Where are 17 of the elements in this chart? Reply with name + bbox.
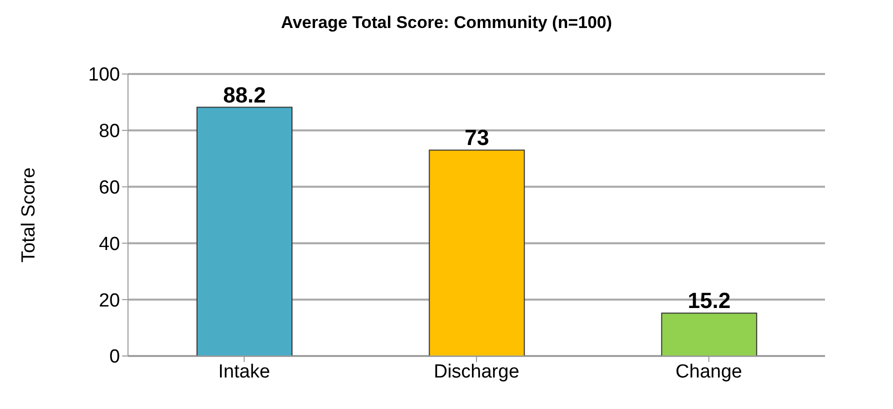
y-tick-label: 40 (98, 234, 120, 255)
y-tick-label: 0 (109, 346, 120, 368)
y-axis-title: Total Score (18, 167, 40, 263)
bar (428, 150, 525, 356)
y-tick-label: 20 (98, 290, 120, 312)
x-tick-label: Intake (218, 361, 270, 382)
data-label: 88.2 (223, 82, 266, 108)
y-tick-label: 80 (98, 121, 120, 142)
x-tick-label: Change (676, 361, 742, 382)
data-label: 15.2 (688, 288, 731, 314)
bar (196, 106, 292, 356)
chart-title: Average Total Score: Community (n=100) (280, 12, 614, 34)
data-label: 73 (464, 125, 490, 150)
bar (661, 312, 758, 356)
y-tick-label: 60 (98, 178, 120, 199)
y-tick-label: 100 (88, 64, 120, 86)
x-tick-label: Discharge (434, 361, 520, 382)
